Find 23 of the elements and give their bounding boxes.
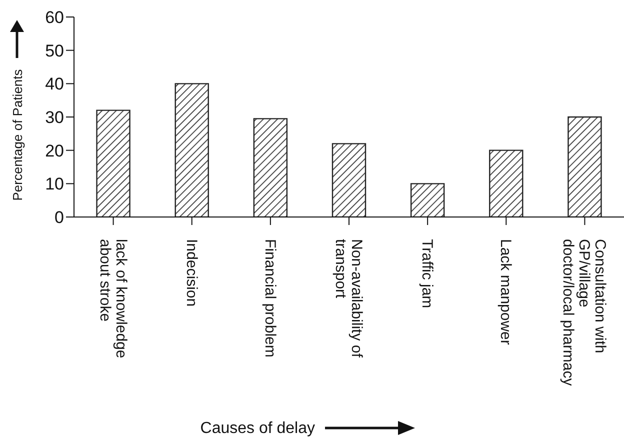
- x-tick-label: Consultation with GP/village doctor/local pharmacy: [560, 239, 609, 386]
- bar: [489, 150, 524, 217]
- bar: [410, 183, 445, 217]
- bar: [568, 116, 602, 217]
- y-tick-label: 40: [45, 74, 64, 94]
- bar: [253, 118, 288, 217]
- bar: [96, 110, 130, 217]
- x-tick-label: Financial problem: [261, 239, 278, 358]
- y-tick-label: 10: [45, 174, 64, 194]
- x-axis-title: Causes of delay: [200, 420, 315, 437]
- y-tick-label: 20: [45, 141, 64, 160]
- y-tick-label: 0: [54, 208, 64, 228]
- x-tick-label: Non-availability of transport: [332, 239, 365, 358]
- y-axis-title: Percentage of Patients: [10, 68, 25, 201]
- x-tick-label: Lack manpower: [497, 239, 514, 345]
- y-tick-label: 30: [45, 108, 64, 128]
- y-tick-label: 50: [45, 41, 64, 60]
- x-tick-label: Traffic jam: [418, 239, 436, 308]
- x-tick-label: Indecision: [182, 239, 200, 307]
- bar: [332, 143, 366, 217]
- x-tick-label: lack of knowledge about stroke: [96, 239, 130, 358]
- bar: [174, 83, 209, 217]
- y-tick-label: 60: [45, 8, 64, 28]
